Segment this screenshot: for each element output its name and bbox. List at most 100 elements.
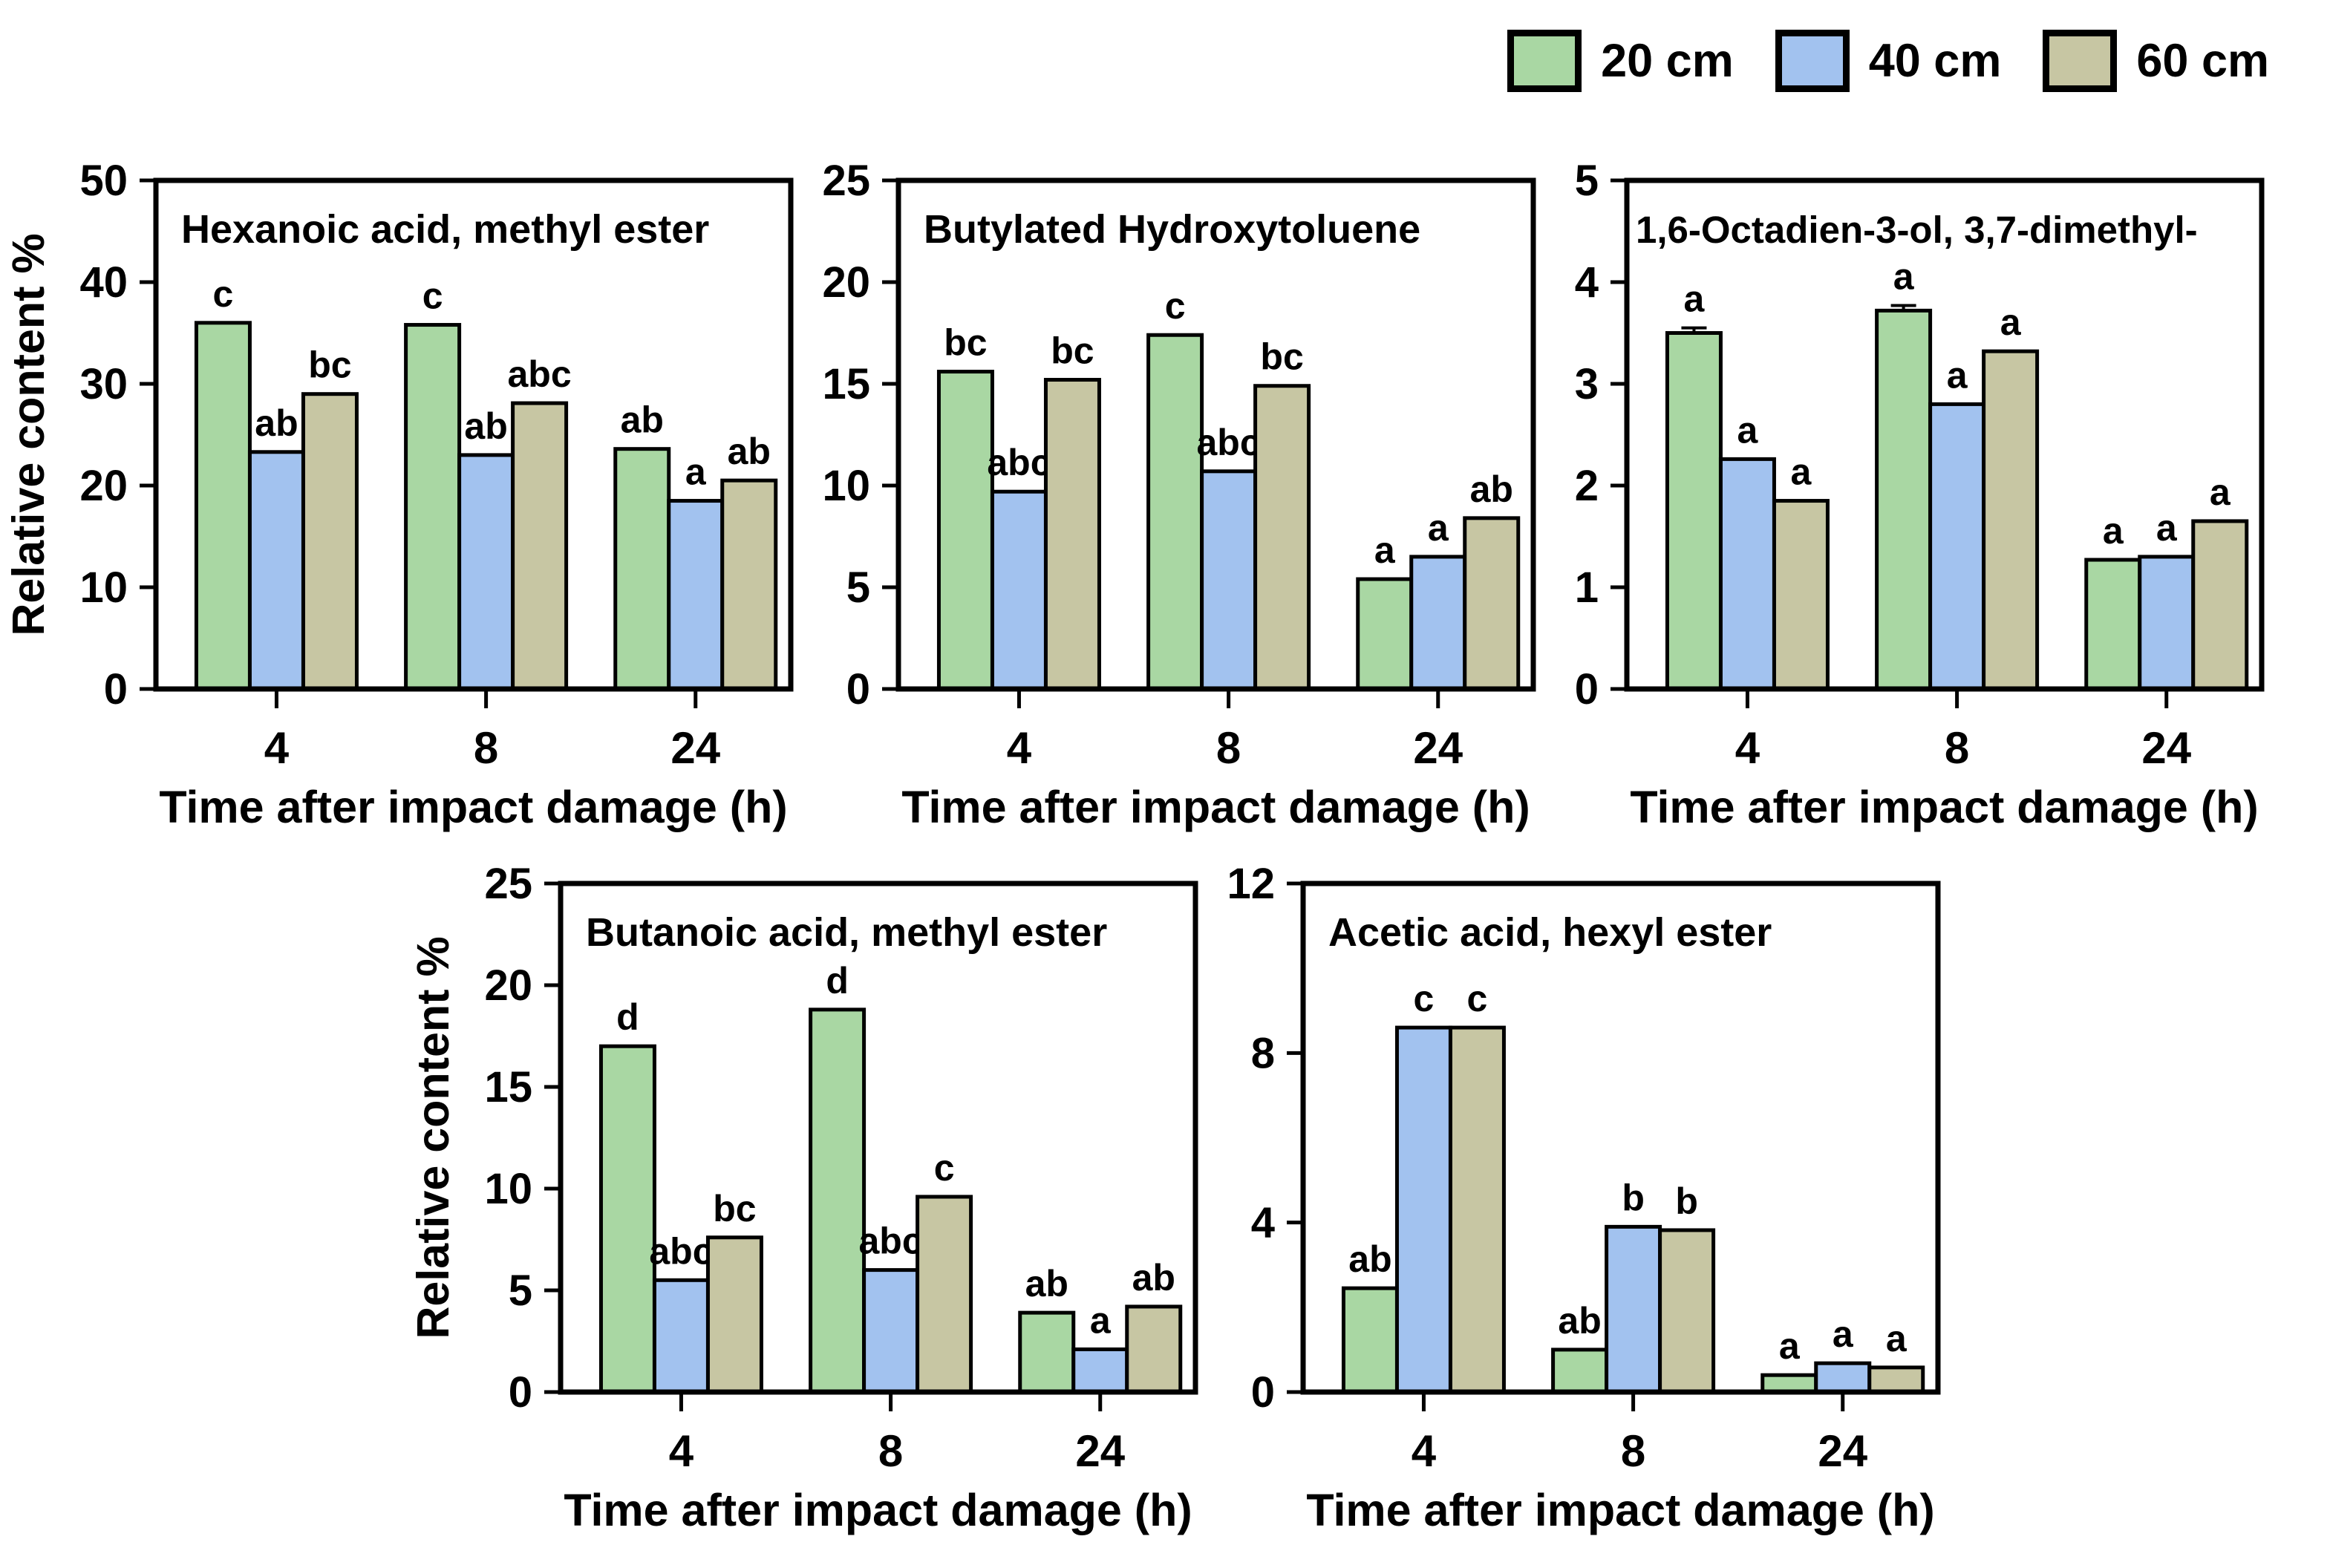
bar-20cm-4h xyxy=(194,321,252,691)
plot-frame xyxy=(1300,881,1941,1395)
bar-60cm-4h xyxy=(1772,499,1830,691)
chart-butylated-hydroxytoluene: 0 5 10 15 20 25 bc c a abc abc a bc bc ab Butylated Hyd… xyxy=(806,143,1542,845)
y-tick-label: 1 xyxy=(1575,564,1599,612)
chart-acetic-acid-hexyl-ester: 0 4 8 12 ab ab a c b a c b a Acetic acid, hexyl ester… xyxy=(1210,846,1947,1548)
chart-butanoic-acid-methyl-ester: 0 5 10 15 20 25 d d ab abc abc a bc c ab Butanoic acid,… xyxy=(416,846,1204,1548)
y-tick-label: 10 xyxy=(822,462,870,510)
sig-letter: c xyxy=(213,273,234,315)
sig-letter: d xyxy=(826,960,849,1002)
bar-20cm-8h xyxy=(1875,308,1933,691)
x-tick-label: 24 xyxy=(1413,723,1463,773)
bar-40cm-8h xyxy=(862,1268,920,1394)
chart-title: Hexanoic acid, methyl ester xyxy=(181,207,709,252)
chart-title: 1,6-Octadien-3-ol, 3,7-dimethyl- xyxy=(1636,209,2198,251)
sig-letter: a xyxy=(1684,278,1706,320)
plot-frame xyxy=(1624,177,2265,692)
sig-letter: a xyxy=(2000,301,2022,343)
bar-60cm-24h xyxy=(720,478,778,691)
y-tick-label: 15 xyxy=(822,360,870,408)
bar-20cm-8h xyxy=(1551,1348,1609,1394)
bar-40cm-24h xyxy=(1814,1361,1872,1394)
y-tick-label: 10 xyxy=(79,564,128,612)
chart-svg: 0 4 8 12 ab ab a c b a c b a Acetic acid, hexyl ester… xyxy=(1227,860,1941,1535)
bar-40cm-24h xyxy=(667,499,725,691)
y-tick-label: 25 xyxy=(822,157,870,205)
sig-letter: a xyxy=(1737,409,1759,451)
bar-20cm-4h xyxy=(1665,331,1723,691)
sig-letter: a xyxy=(1791,451,1812,493)
y-axis-title: Relative content % xyxy=(416,936,458,1339)
bar-20cm-24h xyxy=(613,447,671,691)
y-tick-label: 20 xyxy=(484,961,532,1010)
x-tick-label: 4 xyxy=(1007,723,1032,773)
y-tick-label: 5 xyxy=(1575,157,1599,205)
y-tick-label: 20 xyxy=(79,462,128,510)
sig-letter: ab xyxy=(1348,1238,1391,1280)
bar-40cm-8h xyxy=(457,453,515,691)
y-tick-label: 40 xyxy=(79,258,128,307)
bar-60cm-8h xyxy=(1658,1228,1716,1394)
sig-letter: ab xyxy=(255,402,298,444)
y-tick-label: 4 xyxy=(1251,1199,1275,1247)
x-tick-label: 24 xyxy=(1818,1426,1867,1476)
sig-letter: a xyxy=(2210,471,2231,513)
sig-letter: abc xyxy=(508,353,572,395)
sig-letter: a xyxy=(1779,1325,1801,1367)
bar-40cm-8h xyxy=(1200,469,1258,691)
y-tick-label: 3 xyxy=(1575,360,1599,408)
bar-40cm-24h xyxy=(2138,555,2196,691)
y-tick-label: 0 xyxy=(846,665,870,713)
y-tick-label: 2 xyxy=(1575,462,1599,510)
sig-letter: abc xyxy=(987,442,1051,483)
sig-letter: ab xyxy=(1470,468,1513,510)
bar-40cm-24h xyxy=(1071,1347,1129,1394)
sig-letter: a xyxy=(685,451,707,493)
x-tick-label: 8 xyxy=(878,1426,903,1476)
sig-letter: c xyxy=(422,275,443,317)
sig-letter: a xyxy=(1833,1313,1854,1355)
bar-20cm-24h xyxy=(2084,558,2142,691)
legend: 20 cm 40 cm 60 cm xyxy=(1507,30,2269,92)
y-tick-label: 25 xyxy=(484,860,532,908)
legend-item-60cm: 60 cm xyxy=(2043,30,2269,92)
bar-60cm-24h xyxy=(1463,516,1521,691)
sig-letter: bc xyxy=(308,344,351,386)
y-tick-label: 5 xyxy=(846,564,870,612)
x-tick-label: 4 xyxy=(669,1426,694,1476)
bar-20cm-24h xyxy=(1356,577,1414,691)
y-tick-label: 30 xyxy=(79,360,128,408)
sig-letter: a xyxy=(1886,1318,1908,1359)
x-tick-label: 24 xyxy=(2141,723,2191,773)
bar-20cm-4h xyxy=(936,370,994,691)
x-axis-title: Time after impact damage (h) xyxy=(1306,1485,1934,1535)
bar-20cm-4h xyxy=(598,1044,656,1394)
bar-20cm-4h xyxy=(1341,1286,1399,1394)
sig-letter: a xyxy=(1374,529,1396,571)
legend-swatch-60cm xyxy=(2043,30,2118,92)
sig-letter: c xyxy=(1467,978,1488,1019)
y-tick-label: 0 xyxy=(1575,665,1599,713)
y-tick-label: 0 xyxy=(1251,1368,1275,1417)
bar-60cm-4h xyxy=(705,1235,763,1394)
bar-60cm-24h xyxy=(2191,519,2249,691)
bar-60cm-4h xyxy=(1043,378,1101,691)
y-tick-label: 10 xyxy=(484,1165,532,1213)
x-tick-label: 24 xyxy=(670,723,720,773)
bar-60cm-4h xyxy=(301,392,359,691)
sig-letter: abc xyxy=(649,1230,713,1272)
sig-letter: c xyxy=(934,1147,955,1189)
chart-title: Butylated Hydroxytoluene xyxy=(924,207,1420,252)
x-axis-title: Time after impact damage (h) xyxy=(564,1485,1192,1535)
legend-item-20cm: 20 cm xyxy=(1507,30,1734,92)
sig-letter: bc xyxy=(713,1188,756,1229)
legend-item-40cm: 40 cm xyxy=(1775,30,2001,92)
sig-letter: abc xyxy=(1197,422,1261,463)
legend-swatch-20cm xyxy=(1507,30,1582,92)
bar-60cm-8h xyxy=(1253,384,1311,691)
bar-60cm-24h xyxy=(1867,1365,1925,1394)
bar-40cm-8h xyxy=(1928,402,1986,691)
